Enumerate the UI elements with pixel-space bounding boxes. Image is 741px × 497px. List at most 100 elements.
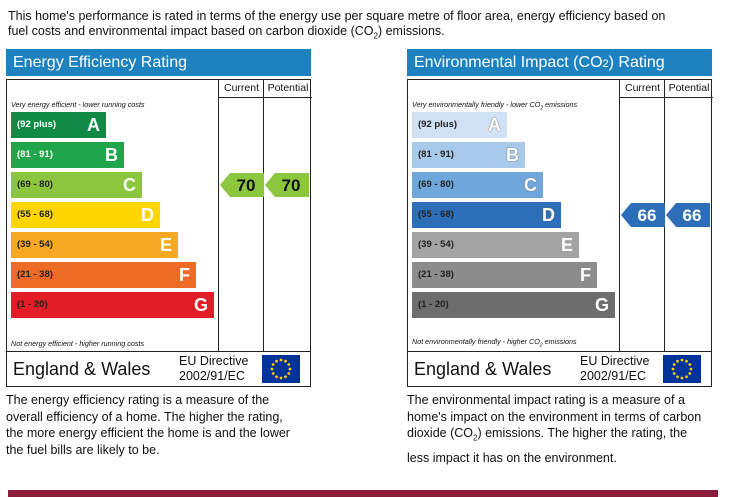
env-band-range: (81 - 91) xyxy=(418,149,454,160)
env-eu-directive-line1: EU Directive xyxy=(580,354,650,368)
eu-flag-star xyxy=(685,375,688,379)
env-desc-sub: 2 xyxy=(473,433,478,443)
env-band-letter: C xyxy=(524,175,537,195)
env-current-header: Current xyxy=(619,80,665,98)
eu-flag-star xyxy=(284,359,287,363)
energy-eu-directive: EU Directive 2002/91/EC xyxy=(179,354,248,384)
intro-line-2-post: ) emissions. xyxy=(377,24,445,38)
energy-band-range: (81 - 91) xyxy=(17,149,53,160)
eu-flag-star xyxy=(676,375,679,379)
eu-flag-star xyxy=(279,376,283,380)
energy-eu-directive-line2: 2002/91/EC xyxy=(179,369,246,383)
energy-band-letter: G xyxy=(193,295,208,315)
energy-potential-rating-value: 70 xyxy=(282,176,301,195)
eu-flag-star xyxy=(672,372,676,375)
intro-line-2-pre: fuel costs and environmental impact base… xyxy=(8,24,374,38)
env-top-note-sub: 2 xyxy=(540,105,544,112)
env-band-a: (92 plus) A xyxy=(412,112,507,138)
env-band-e: (39 - 54) E xyxy=(412,232,579,258)
energy-band-a: (92 plus) A xyxy=(11,112,106,138)
env-current-arrow-shape xyxy=(621,203,665,227)
energy-eu-directive-line1: EU Directive xyxy=(179,354,249,368)
env-eu-directive: EU Directive 2002/91/EC xyxy=(580,354,649,384)
energy-band-letter: D xyxy=(141,205,154,225)
energy-efficiency-chart: Current Potential Very energy efficient … xyxy=(6,79,312,387)
env-potential-header: Potential xyxy=(664,80,713,98)
env-description-line3: dioxide (CO2) emissions. The higher the … xyxy=(407,425,727,447)
env-title-post: ) Rating xyxy=(608,54,665,71)
env-band-range: (1 - 20) xyxy=(418,299,449,310)
eu-flag-star xyxy=(287,363,291,366)
env-description-line1: The environmental impact rating is a mea… xyxy=(407,393,685,407)
env-band-d: (55 - 68) D xyxy=(412,202,561,228)
energy-efficiency-panel: Energy Efficiency Rating Current Potenti… xyxy=(6,49,312,457)
energy-band-letter: E xyxy=(159,235,172,255)
energy-current-rating-arrow: 70 xyxy=(220,173,264,197)
env-top-note: Very environmentally friendly - lower CO… xyxy=(412,100,577,111)
env-band-range: (21 - 38) xyxy=(418,269,454,280)
eu-flag-icon xyxy=(663,355,701,383)
energy-efficiency-title: Energy Efficiency Rating xyxy=(6,49,311,76)
energy-potential-column-line xyxy=(263,97,264,352)
environmental-impact-title: Environmental Impact (CO2) Rating xyxy=(407,49,712,76)
energy-description-line3: the more energy efficient the home is an… xyxy=(6,426,290,440)
eu-flag-star xyxy=(271,363,275,366)
env-current-rating-value: 66 xyxy=(638,206,657,225)
env-band-letter: E xyxy=(560,235,573,255)
env-current-rating-arrow: 66 xyxy=(621,203,665,227)
env-potential-rating-value: 66 xyxy=(683,206,702,225)
intro-text: This home's performance is rated in term… xyxy=(8,9,733,44)
env-bottom-note-post: emissions xyxy=(542,336,577,346)
eu-flag-star xyxy=(288,367,292,371)
intro-line-2-sub: 2 xyxy=(373,31,378,41)
env-bottom-note: Not environmentally friendly - higher CO… xyxy=(412,337,577,348)
environmental-impact-chart: Current Potential Very environmentally f… xyxy=(407,79,713,387)
env-bottom-note-pre: Not environmentally friendly - higher CO xyxy=(412,336,540,346)
env-band-range: (69 - 80) xyxy=(418,179,454,190)
eu-flag-star xyxy=(279,358,283,362)
energy-band-range: (69 - 80) xyxy=(17,179,53,190)
energy-band-g: (1 - 20) G xyxy=(11,292,214,318)
eu-flag-star xyxy=(672,363,676,366)
eu-flag-star xyxy=(680,376,684,380)
environmental-impact-panel: Environmental Impact (CO2) Rating Curren… xyxy=(407,49,713,465)
energy-band-c: (69 - 80) C xyxy=(11,172,142,198)
env-description-line4: less impact it has on the environment. xyxy=(407,451,617,465)
env-potential-rating-arrow: 66 xyxy=(666,203,710,227)
env-desc-pre: dioxide (CO xyxy=(407,426,473,440)
energy-band-f: (21 - 38) F xyxy=(11,262,196,288)
env-band-f: (21 - 38) F xyxy=(412,262,597,288)
env-band-letter: D xyxy=(542,205,555,225)
energy-band-range: (21 - 38) xyxy=(17,269,53,280)
eu-flag-star xyxy=(676,359,679,363)
env-band-range: (92 plus) xyxy=(418,119,458,130)
env-footer-divider xyxy=(408,351,711,352)
eu-flag-star xyxy=(688,363,692,366)
env-potential-arrow-shape xyxy=(666,203,710,227)
env-eu-directive-line2: 2002/91/EC xyxy=(580,369,647,383)
env-band-letter: F xyxy=(580,265,591,285)
env-description-line2: home's impact on the environment in term… xyxy=(407,409,702,424)
intro-line-1: This home's performance is rated in term… xyxy=(8,9,666,23)
eu-flag-star xyxy=(284,375,287,379)
energy-description-line1: The energy efficiency rating is a measur… xyxy=(6,393,270,407)
energy-band-letter: F xyxy=(179,265,190,285)
energy-description-line2: overall efficiency of a home. The higher… xyxy=(6,409,283,424)
env-band-letter: A xyxy=(488,115,501,135)
env-band-b: (81 - 91) B xyxy=(412,142,525,168)
energy-current-column-line xyxy=(218,97,219,352)
env-footer: England & Wales EU Directive 2002/91/EC xyxy=(408,352,711,386)
energy-band-range: (1 - 20) xyxy=(17,299,48,310)
env-desc-post: ) emissions. The higher the rating, the xyxy=(477,426,688,440)
env-band-letter: B xyxy=(506,145,519,165)
env-band-c: (69 - 80) C xyxy=(412,172,543,198)
env-bottom-note-sub: 2 xyxy=(539,342,543,348)
energy-potential-header: Potential xyxy=(263,80,312,98)
energy-band-letter: A xyxy=(87,115,100,135)
energy-band-letter: B xyxy=(105,145,118,165)
energy-band-range: (55 - 68) xyxy=(17,209,53,220)
energy-band-b: (81 - 91) B xyxy=(11,142,124,168)
footer-band xyxy=(8,490,718,497)
env-top-note-pre: Very environmentally friendly - lower CO xyxy=(412,100,541,109)
eu-flag-star xyxy=(688,372,692,375)
